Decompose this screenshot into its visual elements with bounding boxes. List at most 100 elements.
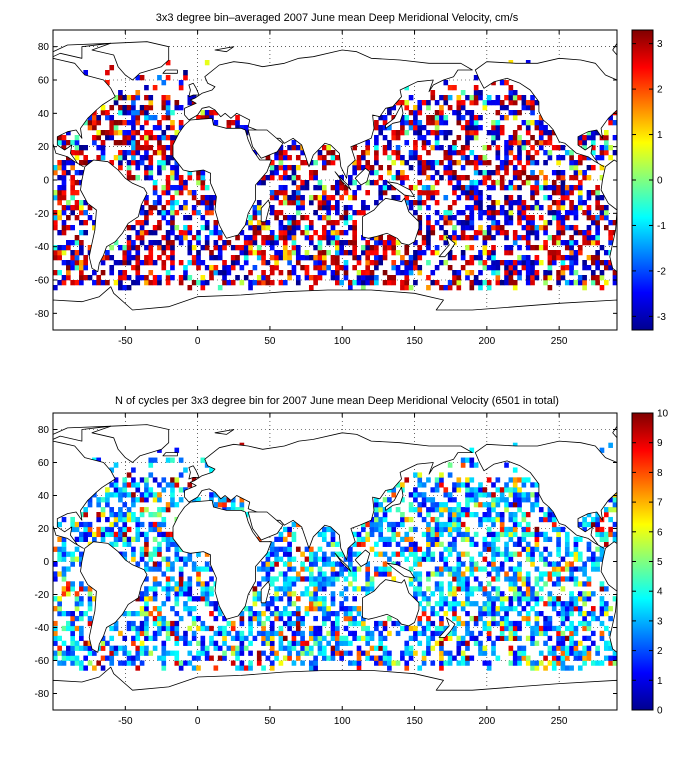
bin-cell — [486, 230, 492, 236]
bin-cell — [278, 255, 284, 261]
bin-cell — [569, 155, 574, 161]
bin-cell — [343, 185, 349, 191]
bin-cell — [74, 265, 80, 271]
bin-cell — [491, 180, 496, 186]
bin-cell — [57, 611, 62, 617]
bin-cell — [144, 507, 149, 513]
bin-cell — [499, 160, 505, 166]
bin-cell — [391, 235, 397, 241]
bin-cell — [295, 200, 301, 206]
bin-cell — [469, 541, 475, 547]
bin-cell — [512, 625, 518, 632]
bin-cell — [465, 576, 470, 582]
bin-cell — [204, 240, 210, 246]
bin-cell — [452, 566, 457, 572]
bin-cell — [517, 660, 522, 666]
bin-cell — [495, 130, 501, 136]
bin-cell — [382, 135, 388, 141]
bin-cell — [144, 645, 149, 651]
bin-cell — [413, 260, 418, 266]
bin-cell — [79, 601, 84, 607]
bin-cell — [439, 130, 444, 136]
bin-cell — [282, 611, 288, 617]
bin-cell — [113, 482, 119, 488]
bin-cell — [187, 170, 193, 176]
bin-cell — [170, 185, 175, 191]
bin-cell — [426, 596, 431, 602]
bin-cell — [196, 640, 201, 646]
bin-cell — [556, 160, 561, 166]
y-tick-label: 0 — [43, 557, 49, 568]
bin-cell — [352, 245, 357, 251]
bin-cell — [269, 190, 275, 196]
bin-cell — [413, 155, 418, 161]
bin-cell — [165, 180, 171, 186]
bin-cell — [547, 615, 553, 622]
bin-cell — [191, 566, 197, 572]
bin-cell — [504, 625, 509, 632]
bin-cell — [387, 536, 392, 542]
bin-cell — [113, 512, 119, 518]
bin-cell — [408, 125, 414, 131]
bin-cell — [131, 635, 136, 641]
bin-cell — [456, 650, 462, 656]
bin-cell — [465, 110, 470, 116]
bin-cell — [252, 240, 258, 246]
bin-cell — [126, 175, 132, 181]
land-outline — [334, 552, 352, 572]
bin-cell — [66, 130, 71, 136]
bin-cell — [209, 576, 214, 582]
bin-cell — [105, 640, 110, 646]
bin-cell — [61, 660, 67, 666]
bin-cell — [374, 516, 379, 523]
bin-cell — [478, 95, 483, 101]
bin-cell — [465, 620, 470, 627]
bin-cell — [66, 275, 71, 281]
bin-cell — [426, 115, 431, 121]
bin-cell — [161, 190, 167, 196]
bin-cell — [53, 215, 58, 221]
bin-cell — [543, 140, 548, 146]
bin-cell — [282, 591, 288, 597]
bin-cell — [165, 502, 171, 508]
bin-cell — [79, 280, 84, 286]
bin-cell — [295, 245, 301, 251]
bin-cell — [465, 260, 470, 266]
bin-cell — [456, 185, 462, 191]
bin-cell — [369, 245, 375, 251]
bin-cell — [204, 650, 210, 656]
bin-cell — [504, 551, 509, 557]
bin-cell — [478, 581, 483, 587]
bin-cell — [109, 660, 115, 666]
bin-cell — [478, 250, 483, 256]
bin-cell — [417, 576, 423, 582]
bin-cell — [560, 180, 566, 186]
bin-cell — [230, 280, 236, 286]
bin-cell — [612, 135, 618, 141]
bin-cell — [504, 235, 509, 241]
bin-cell — [144, 210, 149, 216]
bin-cell — [560, 645, 566, 651]
bin-cell — [282, 215, 288, 221]
bin-cell — [404, 195, 410, 201]
bin-cell — [447, 210, 453, 216]
bin-cell — [525, 620, 531, 627]
bin-cell — [70, 645, 75, 651]
bin-cell — [144, 497, 149, 503]
bin-cell — [456, 120, 462, 126]
bin-cell — [612, 220, 618, 226]
bin-cell — [53, 285, 58, 291]
bin-cell — [61, 205, 67, 211]
bin-cell — [131, 467, 136, 473]
bin-cell — [135, 250, 141, 256]
bin-cell — [599, 245, 605, 251]
bin-cell — [612, 521, 618, 528]
bin-cell — [400, 551, 405, 557]
bin-cell — [200, 645, 206, 651]
bin-cell — [517, 645, 522, 651]
bin-cell — [348, 556, 353, 562]
bin-cell — [365, 245, 371, 251]
bin-cell — [152, 125, 158, 131]
bin-cell — [217, 245, 223, 251]
bin-cell — [113, 462, 119, 468]
